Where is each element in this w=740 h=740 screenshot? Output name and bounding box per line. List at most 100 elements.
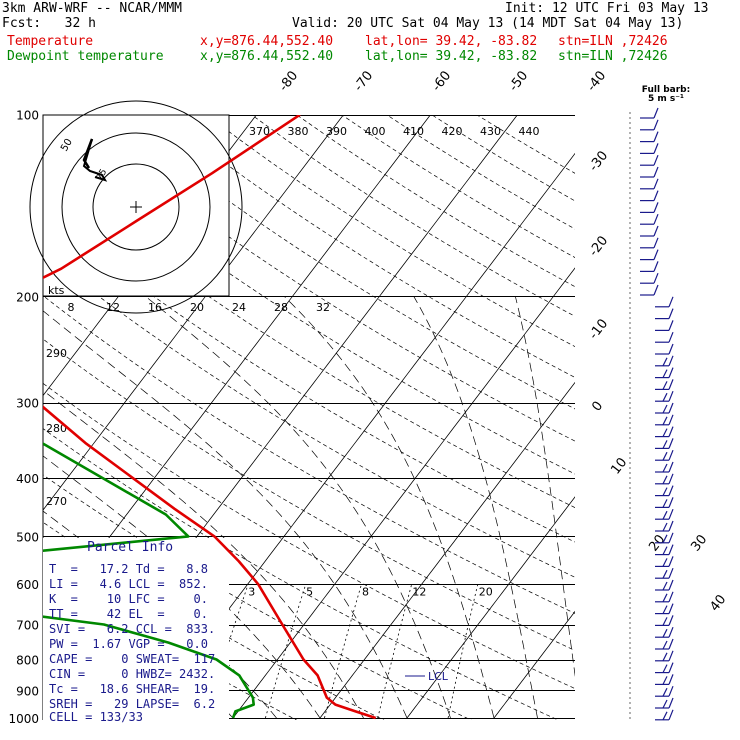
isotherm-line [406,496,575,719]
wind-barb [653,119,659,131]
wind-barb [668,331,674,343]
wind-barb [668,579,674,591]
hodograph-ring [61,132,211,282]
wind-barb [668,662,674,673]
wind-barb [668,379,674,390]
pressure-tick-label: 500 [16,530,39,544]
wind-barb [662,711,668,721]
wind-barb [668,473,674,485]
valid-time: Valid: 20 UTC Sat 04 May 13 (14 MDT Sat … [292,16,684,31]
parcel-info-panel: Parcel Info T = 17.2 Td = 8.8 LI = 4.6 L… [43,538,229,724]
temperature-xy: x,y=876.44,552.40 [200,34,334,49]
wind-barb [668,697,674,709]
wind-barb [662,510,668,520]
hodograph-tick-label: 16 [148,301,162,314]
wind-barb [668,296,674,308]
wind-barb [662,475,668,485]
theta-e-label: 400 [365,125,386,138]
wind-barb [662,381,668,390]
parcel-row: CELL = 133/33 [49,710,143,724]
sounding-line-dewpoint-temperature [43,442,255,719]
wind-barb [662,416,668,426]
wind-barb [653,107,659,119]
wind-barb [662,534,668,544]
temperature-legend: Temperature [7,34,94,49]
theta-e-label: 380 [288,125,309,138]
hodograph-axis-label: kts [48,284,65,297]
isotherm-label: 40 [707,592,729,614]
isotherm-label: -60 [429,68,454,94]
wind-barb [668,603,674,614]
moist-adiabat-line [145,296,451,719]
isotherm-line [493,610,575,719]
forecast-hour: Fcst: 32 h [2,16,96,31]
dry-adiabat-line [43,338,575,651]
theta-e-label: 420 [442,125,463,138]
wind-barb [668,685,674,697]
theta-e-label: 390 [326,125,347,138]
hodograph-tick-label: 8 [68,301,75,314]
wind-barb [662,499,668,508]
wind-barb [653,249,659,260]
pressure-tick-label: 900 [16,684,39,698]
wind-barb [662,605,668,614]
wind-barb [662,581,668,591]
dry-adiabat-line [431,115,575,202]
pressure-tick-label: 1000 [8,712,39,726]
isotherm-label: -70 [351,68,376,94]
theta-e-label: 440 [519,125,540,138]
wind-barb [668,532,674,544]
wind-barb [662,404,668,414]
wind-barb [662,628,668,638]
wind-barb [653,131,659,142]
wind-barb [662,676,668,685]
mixing-ratio-label: 12 [412,586,426,599]
hodograph-tick-label: 24 [232,301,246,314]
pressure-tick-label: 200 [16,290,39,304]
barb-legend: Full barb: 5 m s⁻¹ [636,86,696,104]
model-title: 3km ARW-WRF -- NCAR/MMM [2,1,183,16]
isotherm-label: -10 [586,316,611,342]
wind-barb [662,558,668,567]
wind-barb [653,166,659,178]
pressure-tick-label: 300 [16,397,39,411]
parcel-row: T = 17.2 Td = 8.8 [49,562,208,576]
isotherm-line [232,267,575,719]
dry-adiabat-line [43,252,575,578]
wind-barb [662,392,668,402]
wind-barb [662,357,668,367]
hodograph-tick-label: 12 [106,301,120,314]
dry-adiabat-line [251,115,575,317]
sounding-line-temperature [43,115,377,720]
wind-barb [668,485,674,496]
dry-adiabat-line [71,115,575,442]
wind-barb [653,261,659,272]
isotherm-label: -30 [586,148,611,174]
dewpoint-station: stn=ILN ,72426 [558,49,668,64]
parcel-row: SREH = 29 LAPSE= 6.2 [49,697,216,711]
isotherm-label: 0 [589,399,606,415]
dry-adiabat-line [386,115,575,230]
isotherm-line [668,115,740,718]
sounding-traces: LCL [43,115,449,720]
wind-barb [662,617,668,626]
wind-barb [653,178,659,190]
parcel-row: CIN = 0 HWBZ= 2432. [49,667,216,681]
mixing-ratio-label: 8 [362,586,369,599]
wind-barb [668,615,674,626]
wind-barb [668,449,674,461]
wind-barb [668,626,674,638]
wind-barb [662,546,668,555]
wind-barbs [629,107,674,721]
wind-barb [668,355,674,367]
moist-adiabat-line [283,296,495,719]
mixing-ratio-line [447,584,479,719]
wind-barb [662,440,668,449]
wind-barb [653,237,659,249]
mixing-ratio-line [377,584,413,719]
isotherm-label: 30 [688,532,710,554]
wind-barb [653,190,659,201]
mixing-ratio-line [324,584,362,719]
dry-adiabat-line [43,428,559,720]
